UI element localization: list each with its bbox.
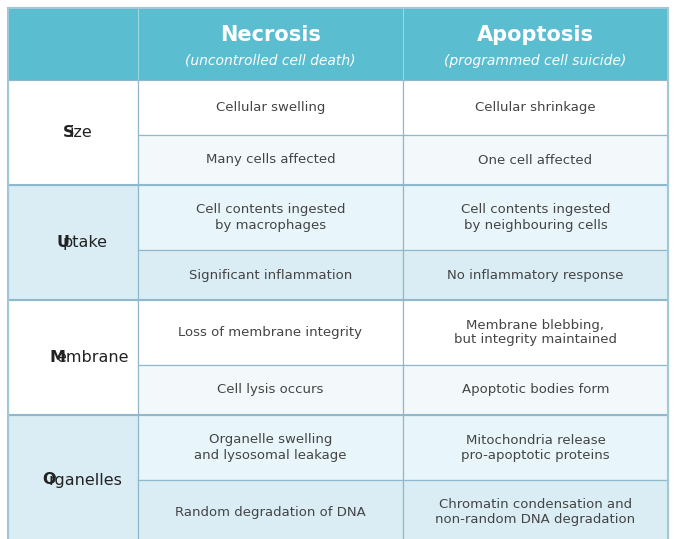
Text: Necrosis: Necrosis [220, 25, 321, 45]
Bar [138, 185, 403, 250]
Text: Cellular swelling: Cellular swelling [216, 101, 325, 114]
Text: Random degradation of DNA: Random degradation of DNA [175, 506, 366, 519]
Text: Apoptotic bodies form: Apoptotic bodies form [462, 384, 609, 397]
Bar [138, 480, 403, 539]
Text: Mitochondria release
pro-apoptotic proteins: Mitochondria release pro-apoptotic prote… [461, 433, 610, 461]
Bar [138, 135, 403, 185]
Bar [138, 80, 403, 135]
Text: M: M [49, 350, 65, 365]
Text: Loss of membrane integrity: Loss of membrane integrity [178, 326, 362, 339]
Bar [138, 250, 403, 300]
Text: Many cells affected: Many cells affected [205, 154, 335, 167]
Bar [403, 80, 668, 135]
Bar [403, 300, 668, 365]
Bar [8, 300, 138, 415]
Bar [138, 415, 403, 480]
Text: (programmed cell suicide): (programmed cell suicide) [444, 53, 627, 67]
Text: Significant inflammation: Significant inflammation [189, 268, 352, 281]
Bar [8, 415, 138, 539]
Bar [8, 8, 668, 80]
Bar [403, 135, 668, 185]
Text: Cellular shrinkage: Cellular shrinkage [475, 101, 596, 114]
Text: Organelle swelling
and lysosomal leakage: Organelle swelling and lysosomal leakage [194, 433, 347, 461]
Bar [403, 415, 668, 480]
Bar [403, 185, 668, 250]
Bar [403, 365, 668, 415]
Bar [8, 80, 138, 185]
Bar [8, 185, 138, 300]
Text: O: O [42, 473, 56, 487]
Text: Cell contents ingested
by neighbouring cells: Cell contents ingested by neighbouring c… [461, 204, 610, 231]
Text: Cell lysis occurs: Cell lysis occurs [218, 384, 324, 397]
Text: One cell affected: One cell affected [479, 154, 592, 167]
Bar [403, 250, 668, 300]
Text: S: S [63, 125, 74, 140]
Text: U: U [56, 235, 69, 250]
Text: Chromatin condensation and
non-random DNA degradation: Chromatin condensation and non-random DN… [435, 499, 636, 527]
Text: rganelles: rganelles [49, 473, 122, 487]
Text: Apoptosis: Apoptosis [477, 25, 594, 45]
Text: ize: ize [69, 125, 92, 140]
Text: ptake: ptake [63, 235, 107, 250]
Text: Cell contents ingested
by macrophages: Cell contents ingested by macrophages [196, 204, 345, 231]
Bar [138, 300, 403, 365]
Text: No inflammatory response: No inflammatory response [447, 268, 624, 281]
Text: Membrane blebbing,
but integrity maintained: Membrane blebbing, but integrity maintai… [454, 319, 617, 347]
Bar [403, 480, 668, 539]
Bar [138, 365, 403, 415]
Text: (uncontrolled cell death): (uncontrolled cell death) [185, 53, 356, 67]
Text: embrane: embrane [56, 350, 128, 365]
